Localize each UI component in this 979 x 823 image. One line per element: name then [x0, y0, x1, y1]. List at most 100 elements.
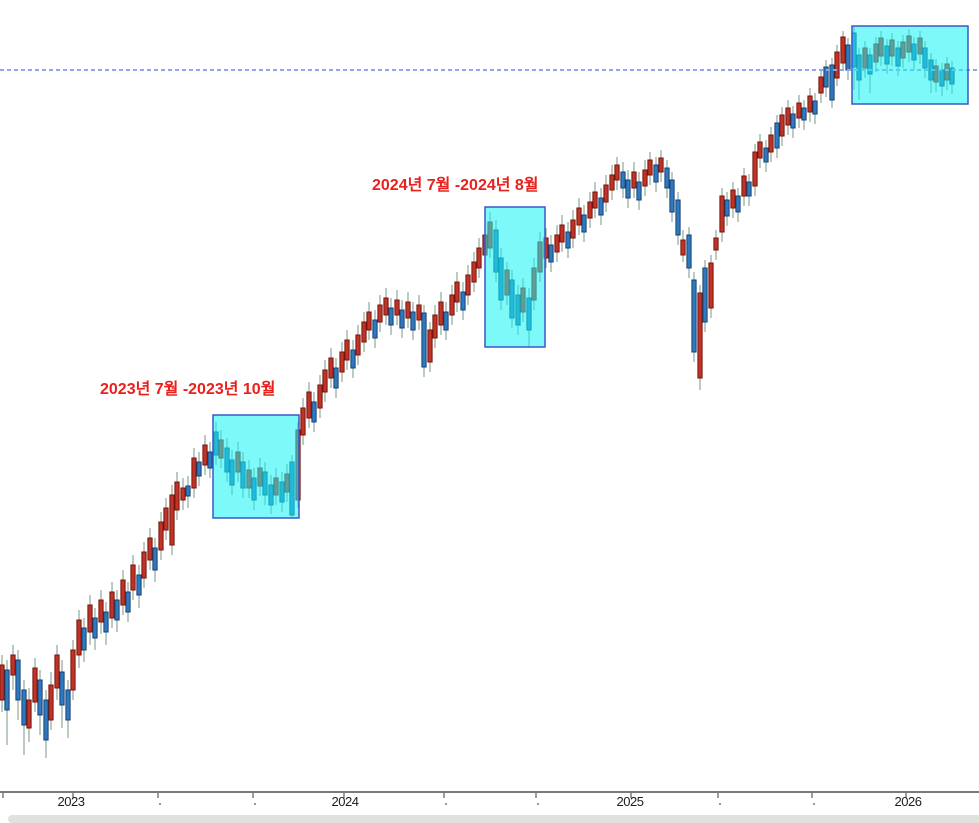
candle-body — [460, 291, 466, 311]
candle-body — [812, 100, 818, 115]
candle-body — [432, 314, 438, 339]
candle-body — [109, 591, 115, 619]
annotation-2024-correction: 2024년 7월 -2024년 8월 — [372, 177, 539, 194]
candle-body — [377, 304, 383, 323]
candle-body — [317, 384, 323, 409]
candle-body — [120, 579, 126, 606]
candle-body — [87, 604, 93, 633]
candle-body — [587, 201, 593, 219]
candle-body — [840, 36, 846, 64]
candle-body — [476, 247, 482, 269]
candle-body — [768, 134, 774, 153]
candle-body — [823, 66, 829, 88]
candle-body — [15, 659, 21, 701]
candle-body — [136, 574, 142, 596]
horizontal-scrollbar[interactable] — [8, 815, 979, 823]
candle-body — [59, 671, 65, 706]
x-axis-minor-dot — [445, 803, 447, 805]
candle-body — [70, 649, 76, 691]
candle-body — [548, 244, 554, 263]
candle-body — [180, 487, 186, 501]
candle-body — [752, 151, 758, 187]
candle-body — [603, 184, 609, 203]
candle-body — [790, 113, 796, 129]
candle-body — [454, 281, 460, 303]
candle-body — [372, 319, 378, 339]
candle-body — [796, 102, 802, 119]
candle-body — [26, 699, 32, 729]
candle-body — [697, 292, 703, 379]
highlight-box[interactable] — [212, 414, 300, 519]
candle-body — [675, 199, 681, 236]
candle-body — [680, 239, 686, 256]
candle-body — [620, 171, 626, 189]
candle-body — [350, 349, 356, 369]
candle-body — [65, 689, 71, 721]
candle-body — [741, 175, 747, 197]
candle-body — [76, 619, 82, 656]
candle-body — [98, 599, 104, 623]
candle-body — [383, 297, 389, 316]
candle-body — [581, 214, 587, 233]
candle-body — [125, 591, 131, 613]
candle-body — [0, 664, 5, 701]
candle-body — [438, 301, 444, 326]
x-axis-minor-dot — [159, 803, 161, 805]
x-axis-label-2023: 2023 — [57, 794, 85, 809]
x-axis-minor-dot — [254, 803, 256, 805]
x-axis-label-2026: 2026 — [894, 794, 922, 809]
candle-body — [708, 262, 714, 309]
candle-body — [443, 311, 449, 331]
candle-body — [191, 457, 197, 489]
candle-body — [829, 64, 835, 101]
candle-body — [322, 369, 328, 393]
x-axis-label-2025: 2025 — [616, 794, 644, 809]
candle-body — [631, 171, 637, 189]
candle-body — [576, 207, 582, 226]
candle-body — [730, 189, 736, 209]
candle-body — [169, 494, 175, 546]
candle-body — [37, 679, 43, 716]
candle-body — [614, 164, 620, 181]
candle-body — [355, 334, 361, 356]
candle-body — [658, 157, 664, 173]
candle-body — [185, 485, 191, 497]
candle-body — [54, 654, 60, 689]
candle-body — [664, 167, 670, 189]
candle-body — [48, 684, 54, 721]
candle-body — [130, 564, 136, 591]
x-axis-minor-dot — [719, 803, 721, 805]
candle-body — [394, 299, 400, 316]
candle-body — [763, 147, 769, 163]
candle-body — [774, 122, 780, 149]
candle-body — [465, 274, 471, 296]
candle-body — [801, 107, 807, 121]
candle-body — [21, 689, 27, 726]
highlight-box[interactable] — [851, 25, 969, 105]
candle-body — [300, 407, 306, 436]
candle-body — [653, 164, 659, 183]
candle-body — [92, 617, 98, 639]
candle-body — [306, 391, 312, 419]
candle-body — [449, 294, 455, 316]
candle-body — [713, 237, 719, 251]
candle-body — [328, 357, 334, 379]
candle-body — [746, 181, 752, 197]
candle-body — [691, 279, 697, 353]
candle-body — [163, 507, 169, 531]
candle-body — [174, 481, 180, 511]
candle-body — [647, 159, 653, 176]
candle-body — [147, 537, 153, 561]
candle-body — [686, 234, 692, 269]
candle-body — [399, 309, 405, 329]
highlight-box[interactable] — [484, 206, 546, 348]
candle-body — [565, 231, 571, 249]
candle-body — [719, 195, 725, 233]
candle-body — [311, 401, 317, 423]
candle-body — [410, 311, 416, 331]
candle-body — [427, 329, 433, 363]
candle-body — [818, 76, 824, 94]
candle-body — [757, 141, 763, 159]
candle-body — [152, 547, 158, 571]
